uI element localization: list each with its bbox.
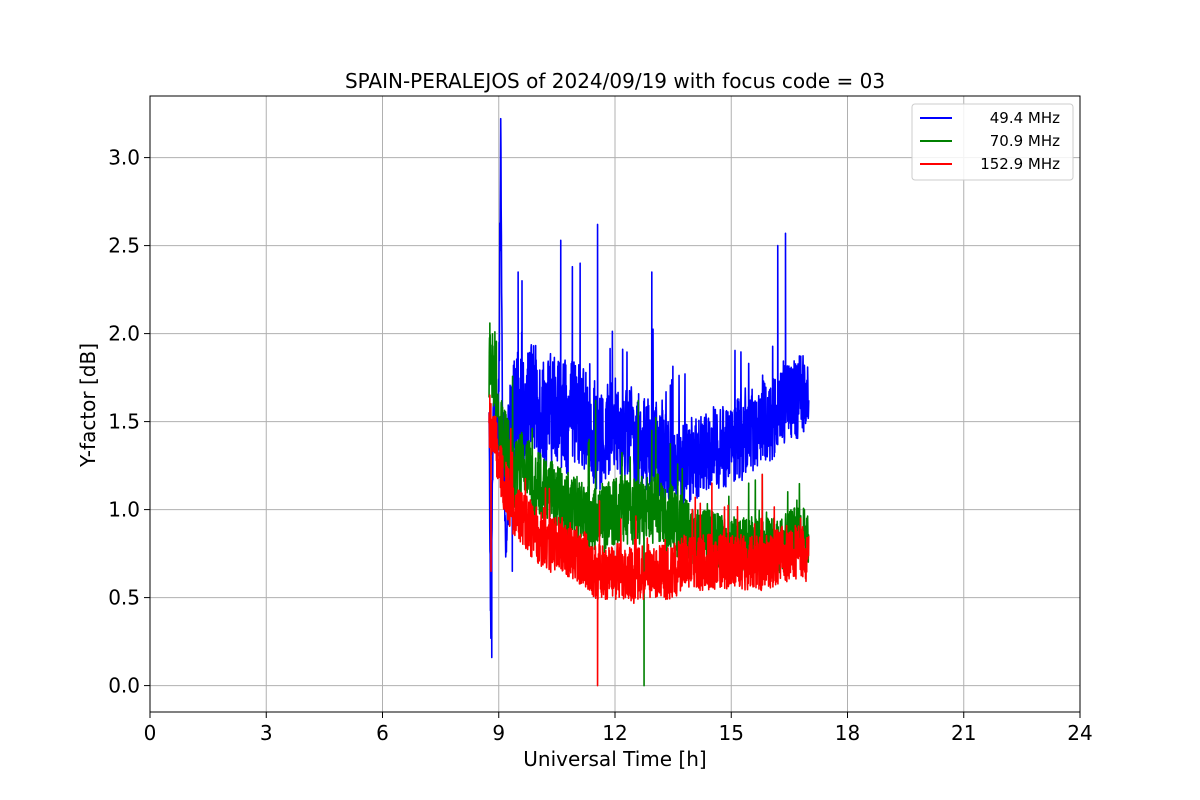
y-axis-ticks: 0.0 0.5 1.0 1.5 2.0 2.5 3.0: [108, 146, 150, 698]
legend-label: 49.4 MHz: [990, 109, 1060, 127]
series-line-0: [488, 117, 810, 659]
y-tick-label: 1.5: [108, 410, 140, 434]
x-tick-label: 12: [602, 721, 627, 745]
y-tick-label: 2.0: [108, 322, 140, 346]
y-tick-label: 3.0: [108, 146, 140, 170]
x-axis-ticks: 0 3 6 9 12 15 18 21 24: [144, 712, 1093, 745]
series-line-2: [488, 394, 810, 687]
y-axis-label: Y-factor [dB]: [76, 343, 100, 468]
y-tick-label: 2.5: [108, 234, 140, 258]
y-tick-label: 0.0: [108, 674, 140, 698]
y-tick-label: 1.0: [108, 498, 140, 522]
legend-label: 70.9 MHz: [990, 132, 1060, 150]
legend-label: 152.9 MHz: [980, 155, 1060, 173]
x-tick-label: 15: [719, 721, 744, 745]
series-group: [488, 117, 810, 687]
x-tick-label: 9: [492, 721, 505, 745]
legend: 49.4 MHz 70.9 MHz 152.9 MHz: [911, 103, 1074, 181]
chart-title: SPAIN-PERALEJOS of 2024/09/19 with focus…: [345, 69, 885, 93]
legend-box: [911, 103, 1074, 181]
series-line-1: [488, 322, 810, 687]
x-tick-label: 0: [144, 721, 157, 745]
y-tick-label: 0.5: [108, 586, 140, 610]
x-tick-label: 6: [376, 721, 389, 745]
x-tick-label: 24: [1067, 721, 1092, 745]
x-tick-label: 3: [260, 721, 273, 745]
x-axis-label: Universal Time [h]: [523, 747, 706, 771]
x-tick-label: 21: [951, 721, 976, 745]
x-tick-label: 18: [835, 721, 860, 745]
